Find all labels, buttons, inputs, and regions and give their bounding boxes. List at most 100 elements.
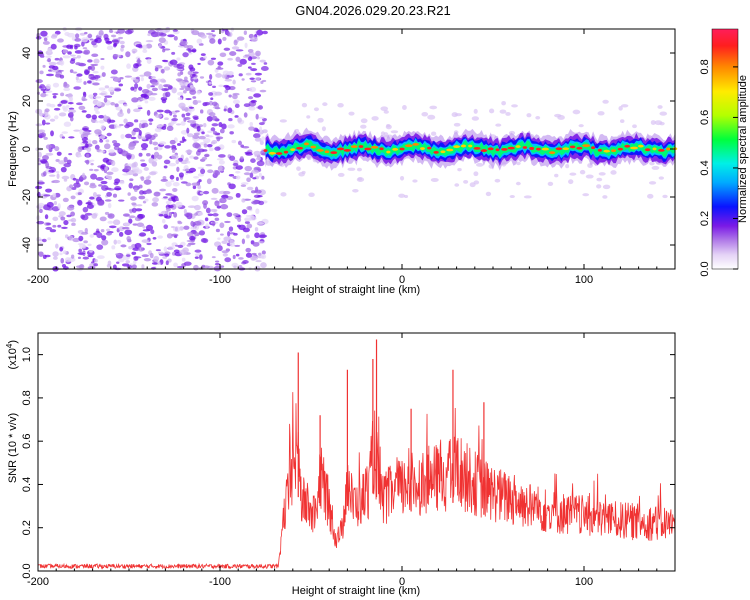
noise-blob (87, 255, 94, 258)
noise-blob (189, 89, 197, 95)
noise-blob (35, 108, 43, 114)
ridge-peak (611, 149, 617, 153)
noise-blob (52, 179, 60, 184)
noise-blob (103, 114, 107, 121)
noise-blob (45, 83, 52, 90)
noise-blob (132, 223, 138, 226)
noise-blob (82, 256, 90, 260)
faint-dot (390, 130, 399, 134)
faint-dot (515, 181, 521, 186)
noise-blob (192, 71, 199, 74)
noise-blob (210, 197, 218, 200)
noise-blob (124, 29, 133, 35)
noise-blob (140, 162, 147, 167)
noise-blob (52, 192, 57, 198)
noise-blob (163, 246, 168, 253)
ridge-peak (536, 147, 541, 151)
noise-blob (187, 52, 193, 55)
noise-blob (212, 130, 218, 135)
noise-blob (37, 91, 41, 95)
noise-blob (201, 264, 206, 268)
noise-blob (108, 225, 117, 229)
noise-blob (183, 138, 187, 142)
noise-blob (138, 129, 142, 136)
noise-blob (235, 175, 241, 180)
bottom-x-tick-label: -100 (209, 576, 231, 588)
noise-blob (206, 115, 213, 122)
faint-dot (557, 114, 565, 120)
noise-blob (59, 252, 63, 256)
faint-dot (476, 162, 484, 167)
noise-blob (217, 245, 223, 252)
top-x-axis-label: Height of straight line (km) (292, 284, 420, 296)
noise-blob (140, 159, 145, 162)
noise-blob (140, 176, 145, 181)
noise-blob (235, 49, 244, 52)
noise-blob (64, 31, 70, 37)
noise-blob (215, 228, 220, 233)
noise-blob (132, 260, 137, 265)
noise-blob (81, 214, 89, 221)
noise-blob (168, 162, 177, 167)
noise-blob (164, 117, 169, 121)
noise-blob (208, 100, 213, 106)
noise-blob (47, 47, 53, 53)
bottom-y-tick-label: 0.2 (21, 520, 33, 535)
noise-blob (238, 73, 243, 77)
noise-blob (185, 182, 192, 187)
noise-blob (105, 139, 110, 143)
noise-blob (98, 184, 103, 187)
bottom-x-tick-label: -200 (27, 576, 49, 588)
noise-blob (87, 33, 93, 39)
ridge-peak (569, 145, 576, 149)
noise-blob (217, 38, 222, 45)
noise-blob (159, 188, 167, 192)
ridge-peak (617, 147, 624, 151)
noise-blob (100, 57, 105, 61)
noise-blob (38, 135, 43, 139)
noise-blob (48, 169, 55, 173)
ridge-peak (330, 151, 338, 154)
noise-blob (181, 257, 186, 262)
noise-blob (66, 44, 73, 49)
faint-dot (360, 124, 367, 129)
noise-blob (232, 79, 236, 85)
noise-blob (194, 204, 201, 211)
noise-blob (69, 111, 74, 116)
noise-blob (78, 235, 84, 242)
noise-blob (101, 184, 109, 191)
noise-blob (148, 157, 154, 164)
noise-blob (87, 59, 93, 63)
noise-blob (119, 40, 125, 45)
noise-blob (154, 31, 161, 37)
noise-blob (169, 139, 176, 145)
noise-blob (89, 38, 94, 41)
ridge-peak (358, 145, 364, 148)
noise-blob (259, 89, 267, 93)
noise-blob (180, 121, 186, 126)
noise-blob (135, 44, 143, 48)
noise-blob (85, 201, 93, 205)
noise-blob (232, 99, 241, 105)
noise-blob (96, 100, 102, 107)
noise-blob (45, 122, 51, 125)
noise-blob (205, 223, 209, 229)
faint-dot (499, 109, 507, 114)
noise-blob (235, 192, 241, 198)
noise-blob (125, 133, 132, 139)
noise-blob (113, 43, 118, 47)
faint-dot (568, 179, 574, 185)
noise-blob (146, 152, 151, 157)
noise-blob (149, 171, 157, 176)
ridge-peak (370, 145, 379, 149)
faint-dot (453, 122, 461, 127)
noise-blob (58, 112, 67, 117)
noise-blob (214, 262, 220, 266)
noise-blob (90, 65, 96, 71)
noise-blob (252, 177, 257, 180)
noise-blob (240, 156, 244, 160)
noise-blob (148, 118, 154, 122)
noise-blob (224, 220, 231, 224)
noise-blob (104, 199, 112, 202)
bottom-scale-note: (x104) (5, 340, 19, 370)
